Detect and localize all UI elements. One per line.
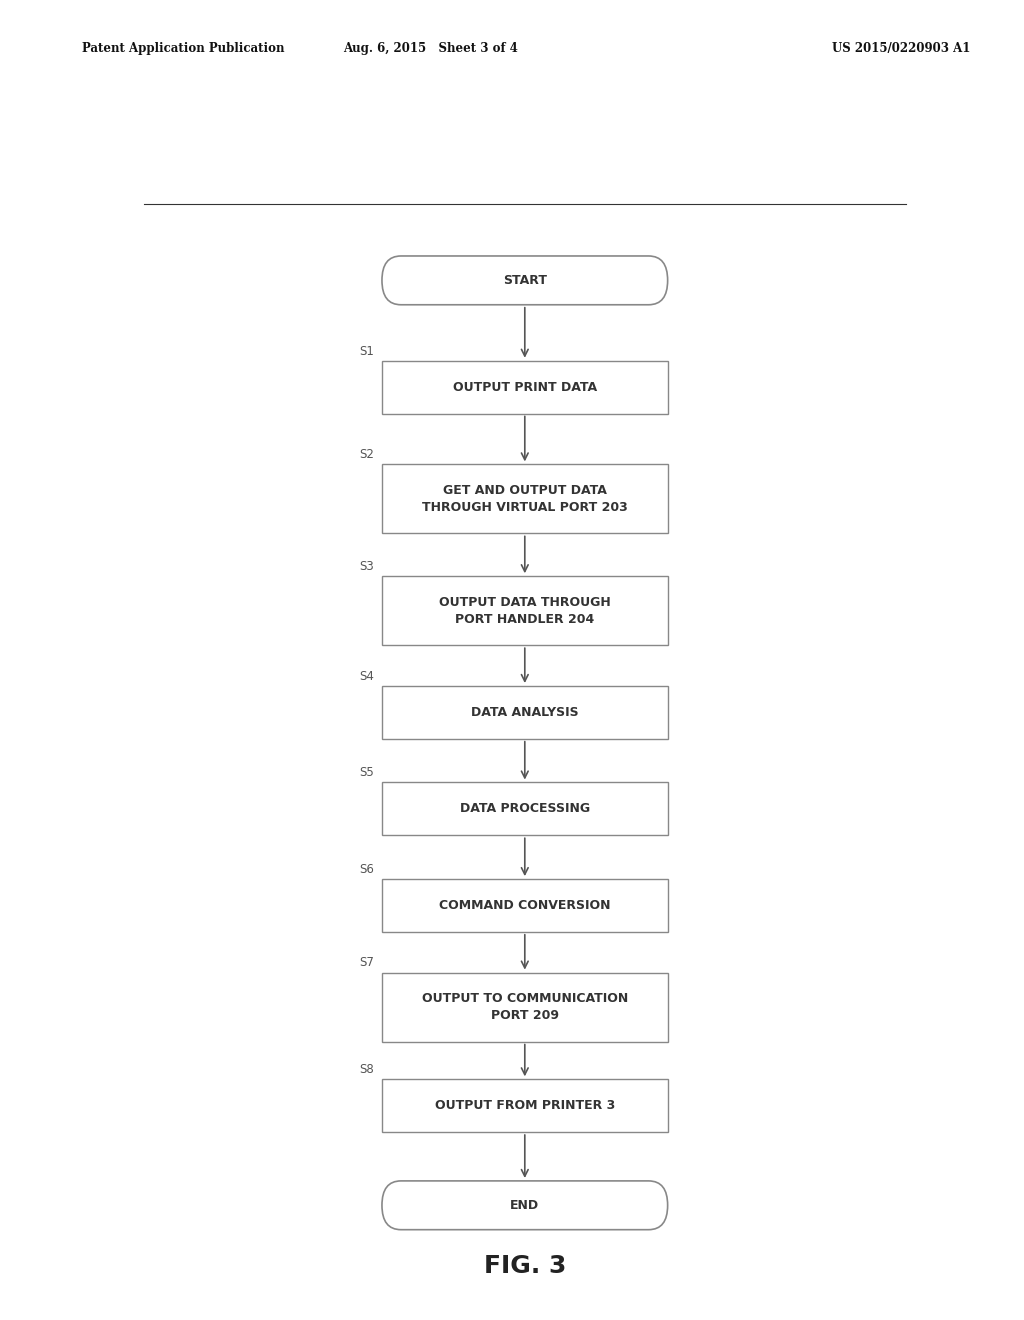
Text: S6: S6 <box>359 863 374 876</box>
FancyBboxPatch shape <box>382 1080 668 1133</box>
Text: Aug. 6, 2015   Sheet 3 of 4: Aug. 6, 2015 Sheet 3 of 4 <box>343 42 517 55</box>
Text: S4: S4 <box>359 669 374 682</box>
FancyBboxPatch shape <box>382 1181 668 1230</box>
FancyBboxPatch shape <box>382 360 668 413</box>
FancyBboxPatch shape <box>382 973 668 1041</box>
Text: FIG. 3: FIG. 3 <box>483 1254 566 1278</box>
FancyBboxPatch shape <box>382 686 668 739</box>
Text: START: START <box>503 273 547 286</box>
Text: Patent Application Publication: Patent Application Publication <box>82 42 285 55</box>
Text: S3: S3 <box>359 560 374 573</box>
Text: S5: S5 <box>359 767 374 779</box>
Text: COMMAND CONVERSION: COMMAND CONVERSION <box>439 899 610 912</box>
Text: GET AND OUTPUT DATA
THROUGH VIRTUAL PORT 203: GET AND OUTPUT DATA THROUGH VIRTUAL PORT… <box>422 484 628 513</box>
FancyBboxPatch shape <box>382 256 668 305</box>
Text: END: END <box>510 1199 540 1212</box>
Text: S1: S1 <box>359 345 374 358</box>
FancyBboxPatch shape <box>382 879 668 932</box>
Text: DATA PROCESSING: DATA PROCESSING <box>460 803 590 816</box>
FancyBboxPatch shape <box>382 576 668 645</box>
Text: US 2015/0220903 A1: US 2015/0220903 A1 <box>831 42 971 55</box>
Text: DATA ANALYSIS: DATA ANALYSIS <box>471 706 579 719</box>
Text: S7: S7 <box>359 957 374 969</box>
Text: OUTPUT TO COMMUNICATION
PORT 209: OUTPUT TO COMMUNICATION PORT 209 <box>422 993 628 1022</box>
Text: OUTPUT PRINT DATA: OUTPUT PRINT DATA <box>453 380 597 393</box>
Text: OUTPUT FROM PRINTER 3: OUTPUT FROM PRINTER 3 <box>434 1100 615 1113</box>
FancyBboxPatch shape <box>382 783 668 836</box>
Text: OUTPUT DATA THROUGH
PORT HANDLER 204: OUTPUT DATA THROUGH PORT HANDLER 204 <box>439 595 610 626</box>
Text: S8: S8 <box>359 1063 374 1076</box>
Text: S2: S2 <box>359 449 374 461</box>
FancyBboxPatch shape <box>382 465 668 533</box>
